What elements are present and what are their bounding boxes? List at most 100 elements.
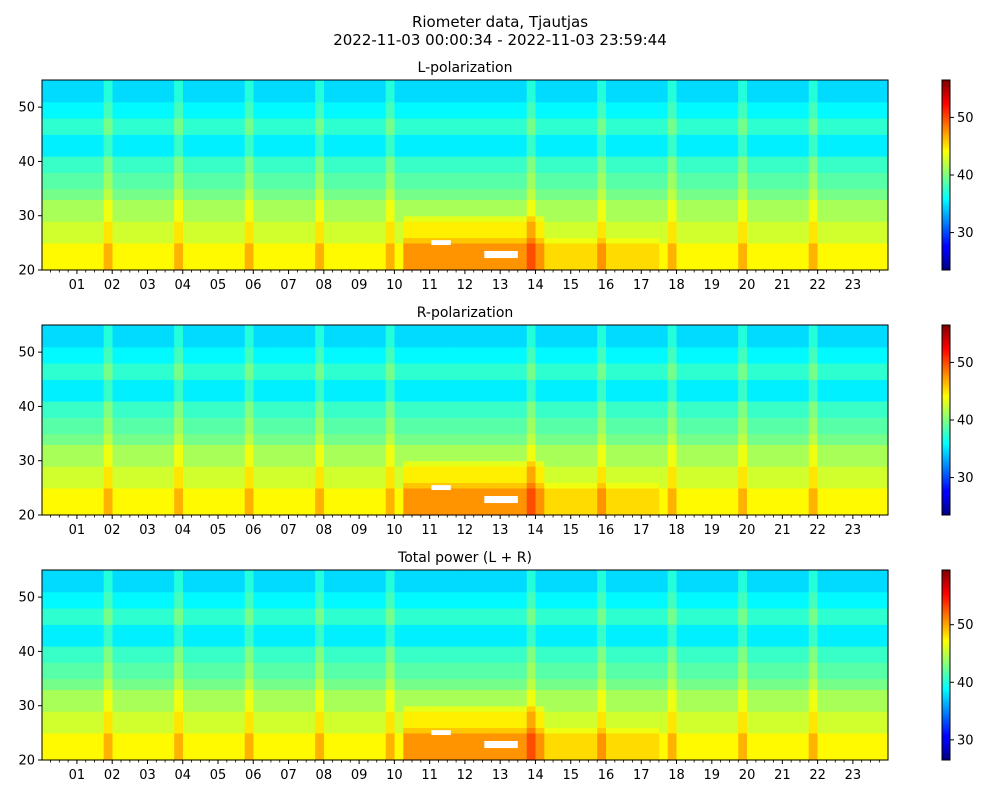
heatmap-cell <box>130 183 140 190</box>
heatmap-cell <box>86 118 96 125</box>
heatmap-cell <box>147 150 158 157</box>
x-tick-label: 03 <box>139 278 156 293</box>
heatmap-cell <box>641 134 651 141</box>
heatmap-cell <box>86 259 96 266</box>
heatmap-cell <box>174 504 184 511</box>
heatmap-cell <box>332 112 343 119</box>
heatmap-cell <box>279 199 290 206</box>
heatmap-cell <box>623 101 634 108</box>
heatmap-cell <box>394 112 404 119</box>
heatmap-cell <box>332 444 343 451</box>
heatmap-cell <box>808 509 819 516</box>
heatmap-cell <box>561 248 572 255</box>
heatmap-cell <box>456 177 466 184</box>
heatmap-cell <box>553 85 563 92</box>
heatmap-cell <box>200 215 211 222</box>
heatmap-cell <box>535 139 545 146</box>
heatmap-cell <box>429 433 440 440</box>
heatmap-cell <box>799 460 810 467</box>
heatmap-cell <box>544 134 554 141</box>
heatmap-cell <box>130 482 140 489</box>
heatmap-cell <box>429 199 440 206</box>
heatmap-cell <box>262 161 272 168</box>
heatmap-cell <box>473 166 484 173</box>
heatmap-cell <box>138 449 149 456</box>
heatmap-cell <box>711 439 722 446</box>
heatmap-cell <box>465 101 475 108</box>
heatmap-cell <box>747 177 757 184</box>
heatmap-cell <box>456 428 466 435</box>
heatmap-cell <box>650 259 660 266</box>
heatmap-cell <box>156 444 166 451</box>
heatmap-cell <box>350 112 360 119</box>
heatmap-cell <box>782 85 792 92</box>
heatmap-cell <box>879 248 889 255</box>
heatmap-cell <box>77 253 87 260</box>
heatmap-cell <box>738 504 748 511</box>
heatmap-cell <box>77 90 87 97</box>
heatmap-cell <box>412 161 422 168</box>
heatmap-cell <box>297 471 307 478</box>
heatmap-cell <box>429 248 440 255</box>
heatmap-cell <box>773 248 783 255</box>
heatmap-cell <box>861 242 871 249</box>
heatmap-cell <box>544 112 554 119</box>
heatmap-cell <box>676 439 686 446</box>
heatmap-cell <box>332 199 343 206</box>
heatmap-cell <box>870 466 880 473</box>
heatmap-cell <box>244 123 255 130</box>
heatmap-cell <box>235 259 246 266</box>
heatmap-cell <box>438 134 448 141</box>
heatmap-cell <box>509 439 519 446</box>
heatmap-cell <box>359 460 369 467</box>
heatmap-cell <box>720 128 730 135</box>
heatmap-cell <box>341 248 352 255</box>
heatmap-cell <box>817 183 827 190</box>
heatmap-cell <box>235 134 246 141</box>
heatmap-cell <box>271 128 281 135</box>
heatmap-cell <box>359 439 369 446</box>
heatmap-cell <box>588 444 598 451</box>
heatmap-cell <box>632 118 642 125</box>
heatmap-cell <box>288 80 299 87</box>
heatmap-cell <box>791 509 801 516</box>
heatmap-cell <box>702 493 713 500</box>
heatmap-cell <box>209 433 219 440</box>
heatmap-cell <box>667 221 678 228</box>
heatmap-cell <box>623 166 634 173</box>
heatmap-cell <box>773 264 783 271</box>
heatmap-cell <box>262 253 272 260</box>
heatmap-cell <box>482 194 493 201</box>
heatmap-cell <box>579 264 589 271</box>
heatmap-cell <box>244 221 255 228</box>
heatmap-cell <box>676 118 686 125</box>
heatmap-cell <box>315 183 325 190</box>
heatmap-cell <box>68 498 78 505</box>
heatmap-cell <box>482 237 493 244</box>
heatmap-cell <box>183 156 193 163</box>
heatmap-cell <box>791 101 801 108</box>
heatmap-cell <box>165 482 175 489</box>
heatmap-cell <box>112 101 122 108</box>
heatmap-cell <box>526 455 537 462</box>
heatmap-cell <box>826 471 836 478</box>
heatmap-cell <box>77 460 87 467</box>
heatmap-cell <box>791 237 801 244</box>
heatmap-cell <box>447 204 457 211</box>
heatmap-cell <box>447 183 457 190</box>
heatmap-cell <box>606 221 616 228</box>
heatmap-cell <box>738 226 748 233</box>
heatmap-cell <box>835 504 845 511</box>
heatmap-cell <box>614 210 625 217</box>
heatmap-cell <box>782 123 792 130</box>
heatmap-cell <box>764 493 775 500</box>
heatmap-cell <box>623 150 634 157</box>
heatmap-cell <box>482 177 493 184</box>
heatmap-cell <box>738 107 748 114</box>
heatmap-cell <box>711 493 722 500</box>
heatmap-cell <box>68 166 78 173</box>
heatmap-cell <box>235 509 246 516</box>
heatmap-cell <box>720 210 730 217</box>
heatmap-cell <box>376 199 387 206</box>
heatmap-cell <box>738 455 748 462</box>
